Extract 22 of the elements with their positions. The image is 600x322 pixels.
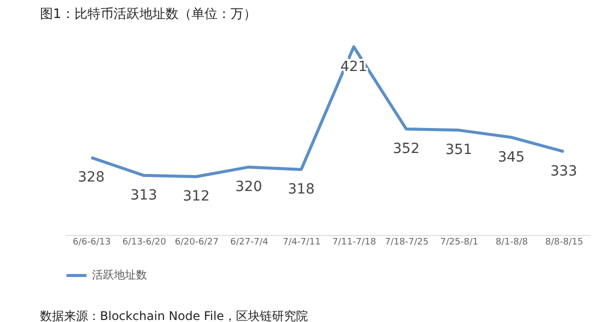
data-label: 352 bbox=[392, 140, 420, 157]
data-label: 318 bbox=[288, 181, 315, 198]
x-tick-label: 7/18-7/25 bbox=[384, 238, 429, 248]
data-label: 345 bbox=[498, 149, 525, 166]
data-label: 313 bbox=[130, 187, 158, 204]
x-tick-label: 7/4-7/11 bbox=[282, 238, 321, 248]
x-tick-label: 6/20-6/27 bbox=[174, 238, 219, 248]
x-tick-label: 6/27-7/4 bbox=[230, 238, 268, 248]
data-label: 320 bbox=[235, 179, 262, 196]
legend-label: 活跃地址数 bbox=[92, 268, 147, 282]
x-tick-label: 8/1-8/8 bbox=[496, 238, 528, 248]
data-label: 333 bbox=[550, 164, 578, 180]
source-note: 数据来源：Blockchain Node File，区块链研究院 bbox=[40, 309, 308, 322]
data-label: 312 bbox=[182, 188, 210, 205]
x-tick-label: 7/25-8/1 bbox=[440, 238, 478, 248]
x-tick-label: 7/11-7/18 bbox=[332, 238, 376, 248]
chart-title: 图1：比特币活跃地址数（单位：万） bbox=[40, 7, 256, 22]
data-label: 351 bbox=[445, 142, 472, 158]
x-tick-label: 6/13-6/20 bbox=[122, 238, 166, 248]
data-label: 328 bbox=[78, 170, 105, 186]
x-tick-label: 6/6-6/13 bbox=[72, 238, 111, 248]
x-tick-label: 8/8-8/15 bbox=[545, 238, 584, 248]
